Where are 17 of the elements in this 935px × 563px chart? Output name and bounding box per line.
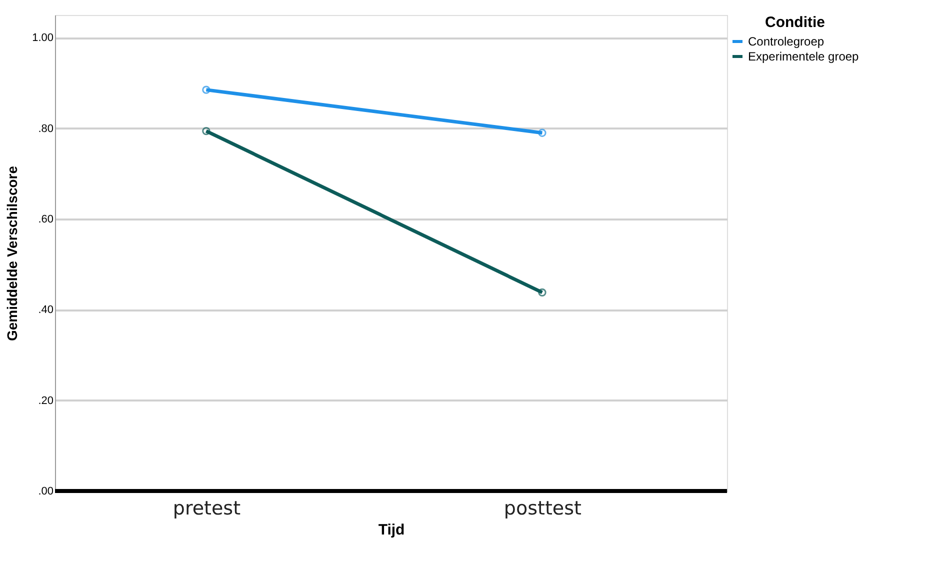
point bbox=[202, 86, 210, 94]
legend-title: Conditie bbox=[765, 14, 825, 31]
point bbox=[202, 126, 210, 136]
y-tick-label: .60 bbox=[38, 214, 54, 226]
y-tick-label: .00 bbox=[38, 486, 54, 498]
y-tick-label: .40 bbox=[38, 304, 54, 316]
y-axis-title: Gemiddelde Verschilscore bbox=[4, 166, 20, 342]
legend-label: Controlegroep bbox=[748, 34, 824, 48]
point bbox=[538, 288, 546, 297]
y-tick-label: 1.00 bbox=[32, 32, 54, 44]
x-axis-title: Tijd bbox=[378, 522, 405, 538]
y-tick-label: .80 bbox=[38, 122, 54, 135]
x-tick-label: posttest bbox=[504, 498, 582, 520]
y-tick-label: .20 bbox=[38, 394, 54, 407]
point bbox=[538, 128, 546, 137]
x-tick-label: pretest bbox=[172, 498, 241, 520]
legend-label: Experimentele groep bbox=[748, 50, 860, 64]
